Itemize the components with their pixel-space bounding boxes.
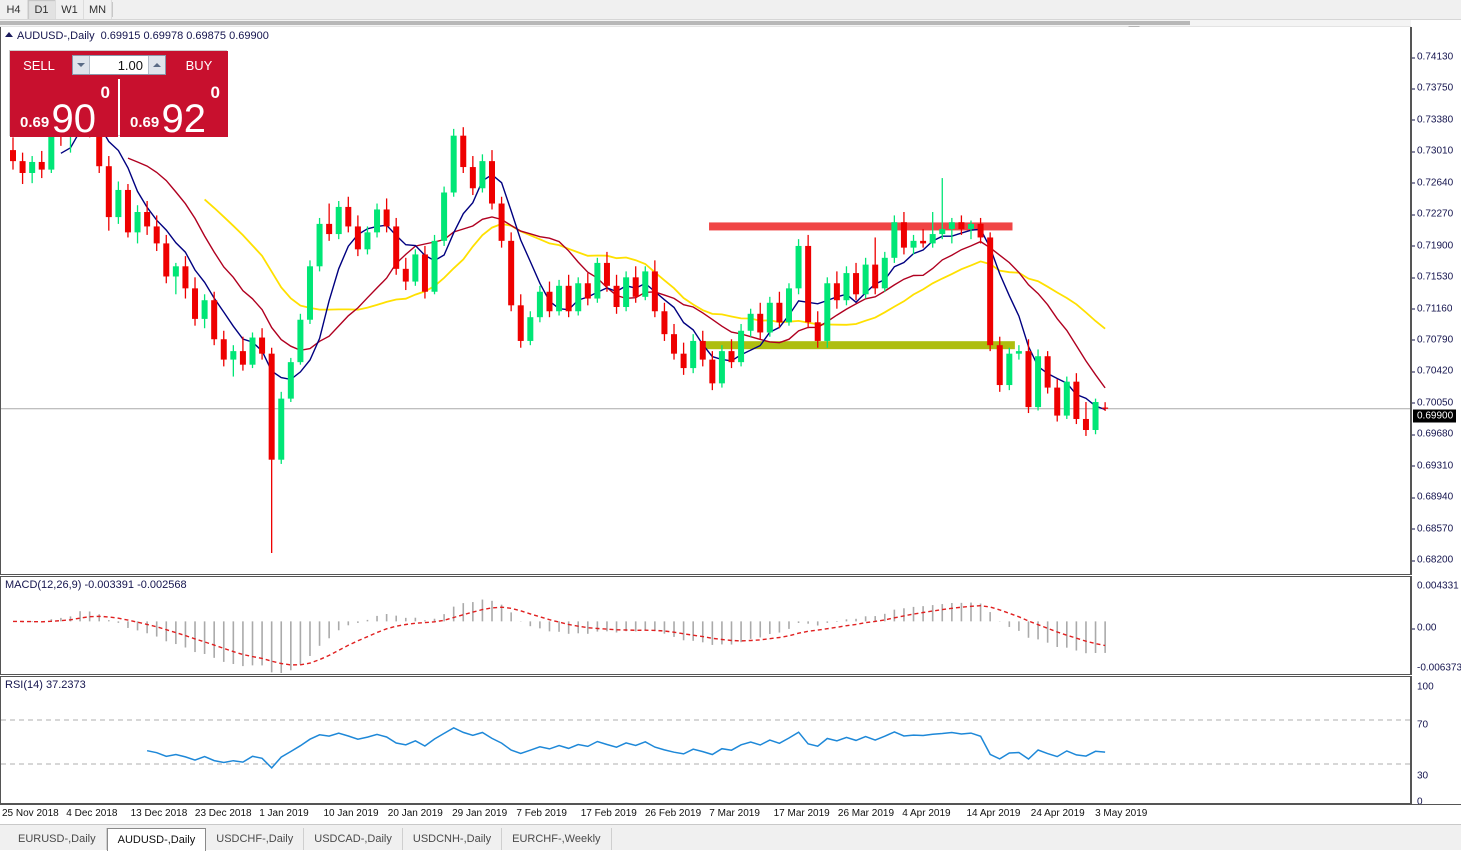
toolbar-divider (112, 2, 113, 17)
buy-price-main: 92 (161, 97, 207, 141)
triangle-up-icon (5, 32, 13, 37)
price-axis-tick: 0.70790 (1412, 334, 1453, 345)
rsi-axis-tick: 100 (1417, 681, 1434, 693)
macd-axis-tick: 0.004331 (1417, 580, 1459, 592)
time-axis-tick: 7 Mar 2019 (709, 808, 760, 819)
price-axis-tick: 0.68570 (1412, 523, 1453, 534)
price-axis-tick: 0.69680 (1412, 429, 1453, 440)
macd-pane[interactable]: MACD(12,26,9) -0.003391 -0.002568 (0, 576, 1411, 675)
price-axis-tick: 0.68200 (1412, 555, 1453, 566)
time-axis-tick: 7 Feb 2019 (516, 808, 567, 819)
chart-window: AUDUSD-,Daily 0.69915 0.69978 0.69875 0.6… (0, 20, 1461, 824)
time-axis-tick: 17 Feb 2019 (580, 808, 637, 819)
chevron-up-icon (153, 63, 161, 67)
price-axis-tick: 0.72640 (1412, 177, 1453, 188)
price-axis-tick: 0.71160 (1412, 303, 1452, 314)
time-axis-tick: 23 Dec 2018 (194, 808, 252, 819)
rsi-axis-tick: 70 (1417, 719, 1429, 731)
time-axis-tick: 29 Jan 2019 (452, 808, 508, 819)
price-axis-tick: 0.68940 (1412, 492, 1453, 503)
price-axis-tick: 0.73010 (1412, 146, 1453, 157)
buy-price-button[interactable]: 0.69 92 0 (120, 79, 228, 141)
price-axis-tick: 0.70420 (1412, 366, 1453, 377)
rsi-axis-tick: 0 (1417, 796, 1423, 808)
price-axis[interactable]: 0.74130 0.73750 0.73380 0.73010 0.72640 0.722… (1411, 27, 1461, 575)
timeframe-toolbar: H4 D1 W1 MN (0, 0, 1461, 20)
rsi-pane[interactable]: RSI(14) 37.2373 (0, 676, 1411, 804)
rsi-axis-tick: 30 (1417, 770, 1429, 782)
sell-price-prefix: 0.69 (20, 114, 50, 131)
volume-increment-button[interactable] (148, 56, 165, 74)
rsi-label: RSI(14) 37.2373 (5, 679, 86, 691)
time-axis-tick: 25 Nov 2018 (2, 808, 59, 819)
scrollbar-thumb[interactable] (0, 21, 1190, 25)
timeframe-button-d1[interactable]: D1 (28, 0, 56, 19)
time-axis-tick: 1 Jan 2019 (259, 808, 309, 819)
macd-plot (12, 599, 1106, 673)
chart-symbol-label: AUDUSD-,Daily (17, 30, 95, 42)
buy-price-pip: 0 (210, 83, 220, 102)
timeframe-button-h4[interactable]: H4 (0, 0, 28, 19)
chart-tab-eurusd[interactable]: EURUSD-,Daily (8, 828, 107, 850)
chart-tab-usdcad[interactable]: USDCAD-,Daily (304, 828, 403, 850)
macd-axis-tick: 0.00 (1412, 623, 1436, 634)
price-axis-tick: 0.70050 (1412, 397, 1453, 408)
price-axis-tick: 0.72270 (1412, 209, 1453, 220)
chart-symbol-header: AUDUSD-,Daily 0.69915 0.69978 0.69875 0.6… (5, 30, 269, 42)
macd-axis: 0.004331 0.00 -0.006373 (1411, 576, 1461, 675)
time-axis-tick: 3 May 2019 (1095, 808, 1148, 819)
price-axis-tick: 0.71900 (1412, 240, 1453, 251)
volume-stepper[interactable]: 1.00 (72, 55, 166, 75)
timeframe-button-w1[interactable]: W1 (56, 0, 84, 19)
price-axis-tick: 0.73380 (1412, 114, 1453, 125)
rsi-plot (1, 719, 1410, 769)
buy-button[interactable]: BUY (170, 51, 228, 79)
timeframe-button-mn[interactable]: MN (84, 0, 112, 19)
time-axis-tick: 17 Mar 2019 (773, 808, 830, 819)
time-axis-tick: 10 Jan 2019 (323, 808, 379, 819)
candlestick-plot (1, 62, 1410, 553)
time-axis-tick: 26 Feb 2019 (645, 808, 702, 819)
one-click-trading-panel[interactable]: SELL 1.00 BUY 0.69 90 0 0.69 (9, 50, 228, 141)
volume-input[interactable]: 1.00 (117, 57, 143, 73)
time-axis-tick: 13 Dec 2018 (130, 808, 188, 819)
horizontal-scrollbar[interactable] (0, 20, 1411, 27)
chart-tab-usdcnh[interactable]: USDCNH-,Daily (403, 828, 503, 850)
time-axis-tick: 26 Mar 2019 (837, 808, 895, 819)
rsi-axis: 100 70 30 0 (1411, 676, 1461, 808)
time-axis-tick: 4 Dec 2018 (66, 808, 118, 819)
volume-control: 1.00 (68, 51, 170, 79)
current-price-tag: 0.69900 (1413, 409, 1457, 423)
sell-price-main: 90 (51, 97, 97, 141)
volume-decrement-button[interactable] (73, 56, 90, 74)
chart-ohlc-values: 0.69915 0.69978 0.69875 0.69900 (100, 30, 269, 42)
time-axis-tick: 14 Apr 2019 (966, 808, 1021, 819)
buy-price-prefix: 0.69 (130, 114, 160, 131)
price-pane[interactable]: AUDUSD-,Daily 0.69915 0.69978 0.69875 0.6… (0, 27, 1411, 575)
chart-tab-eurchf[interactable]: EURCHF-,Weekly (502, 828, 612, 850)
time-axis-tick: 24 Apr 2019 (1030, 808, 1085, 819)
macd-label: MACD(12,26,9) -0.003391 -0.002568 (5, 579, 187, 591)
price-axis-tick: 0.74130 (1412, 52, 1453, 63)
price-axis-tick: 0.71530 (1412, 272, 1453, 283)
sell-price-pip: 0 (100, 83, 110, 102)
time-axis-tick: 20 Jan 2019 (387, 808, 443, 819)
price-axis-tick: 0.69310 (1412, 460, 1453, 471)
sell-price-button[interactable]: 0.69 90 0 (10, 79, 118, 141)
chevron-down-icon (77, 63, 85, 67)
chart-tab-audusd[interactable]: AUDUSD-,Daily (106, 828, 207, 851)
trade-panel-top-row: SELL 1.00 BUY (10, 51, 228, 79)
time-axis-tick: 4 Apr 2019 (902, 808, 951, 819)
time-axis[interactable]: 25 Nov 2018 4 Dec 2018 13 Dec 2018 23 Dec 2… (0, 804, 1461, 824)
chart-tab-usdchf[interactable]: USDCHF-,Daily (206, 828, 305, 850)
chart-tabs-bar: EURUSD-,Daily AUDUSD-,Daily USDCHF-,Daily U… (0, 824, 1461, 851)
price-axis-tick: 0.73750 (1412, 83, 1453, 94)
trade-panel-price-row: 0.69 90 0 0.69 92 0 (10, 79, 228, 141)
macd-axis-tick: -0.006373 (1417, 662, 1461, 674)
sell-button[interactable]: SELL (10, 51, 68, 79)
